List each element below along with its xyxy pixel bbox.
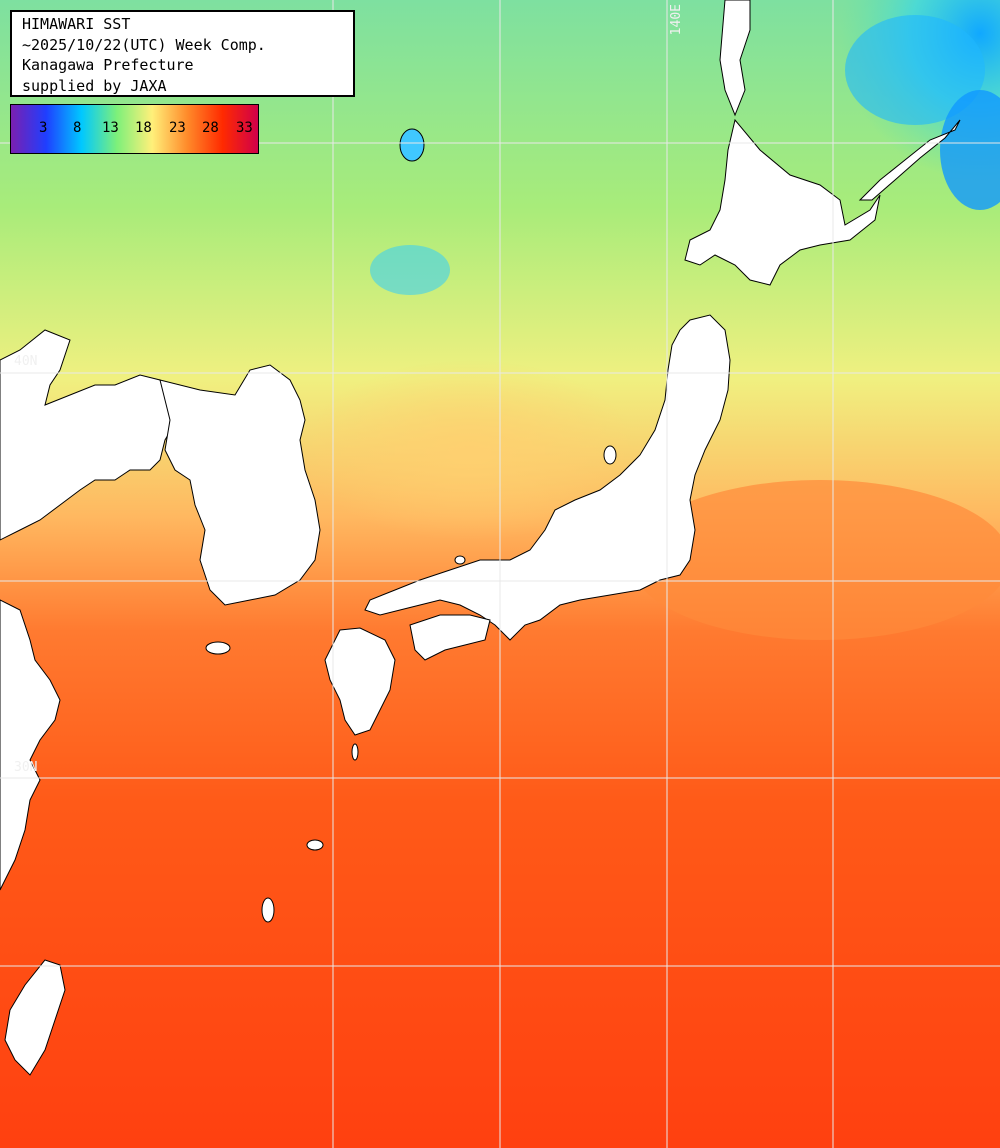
cold-patch-ussuri bbox=[370, 245, 450, 295]
title-line-2: ~2025/10/22(UTC) Week Comp. bbox=[22, 35, 266, 54]
land-korea bbox=[159, 364, 321, 606]
lon-label-140e: 140E bbox=[669, 4, 684, 36]
legend-tick: 3 bbox=[39, 120, 48, 136]
warm-tongue-japan-sea bbox=[300, 360, 640, 540]
island-amami bbox=[306, 839, 324, 851]
color-scale-legend: 3 8 13 18 23 28 33 bbox=[10, 104, 259, 154]
island-jeju bbox=[205, 641, 231, 655]
cold-patch-okhotsk bbox=[845, 15, 985, 125]
land-sakhalin bbox=[719, 0, 751, 117]
land-kyushu bbox=[324, 627, 396, 736]
legend-labels: 3 8 13 18 23 28 33 bbox=[11, 105, 258, 153]
legend-tick: 33 bbox=[236, 120, 253, 136]
island-oki bbox=[454, 555, 466, 565]
cold-patch-east bbox=[940, 90, 1000, 210]
legend-tick: 8 bbox=[73, 120, 82, 136]
legend-tick: 23 bbox=[169, 120, 186, 136]
warm-eddy-pacific bbox=[630, 480, 1000, 640]
island-tanegashima bbox=[351, 743, 359, 761]
land-shikoku bbox=[409, 614, 491, 661]
legend-tick: 18 bbox=[135, 120, 152, 136]
title-box: HIMAWARI SST ~2025/10/22(UTC) Week Comp.… bbox=[10, 10, 355, 97]
title-line-1: HIMAWARI SST bbox=[22, 15, 131, 33]
title-line-4: supplied by JAXA bbox=[22, 76, 167, 95]
land-kurils bbox=[858, 119, 961, 201]
land-taiwan bbox=[4, 959, 66, 1076]
legend-tick: 13 bbox=[102, 120, 119, 136]
island-okinawa bbox=[261, 897, 275, 923]
land-hokkaido bbox=[684, 118, 881, 286]
lat-label-30n: 30N bbox=[14, 760, 38, 775]
island-sado bbox=[603, 445, 617, 465]
lat-label-40n: 40N bbox=[14, 354, 38, 369]
land-honshu bbox=[364, 314, 731, 641]
legend-tick: 28 bbox=[202, 120, 219, 136]
title-line-3: Kanagawa Prefecture bbox=[22, 56, 194, 74]
land-china-coast bbox=[0, 599, 61, 891]
island-rebun bbox=[399, 128, 425, 162]
